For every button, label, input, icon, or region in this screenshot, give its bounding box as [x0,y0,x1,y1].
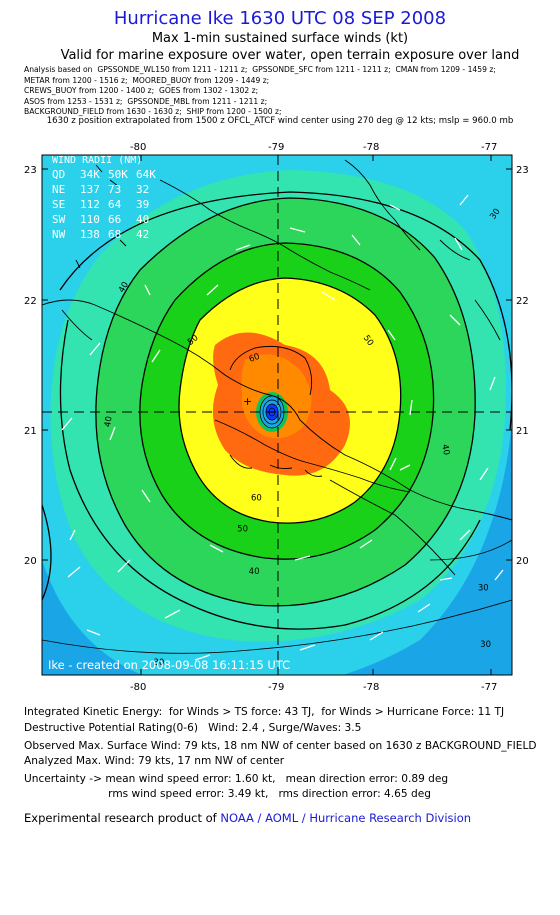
analysis-line: BACKGROUND_FIELD from 1630 - 1630 z; SHI… [24,107,282,116]
wind-radii-column-header: 50K [108,168,128,181]
contour-label-60: 60 [248,352,262,365]
analysis-line: ASOS from 1253 - 1531 z; GPSSONDE_MBL fr… [24,96,268,106]
analysis-line: CREWS_BUOY from 1200 - 1400 z; GOES from… [24,86,259,95]
uncertainty-mean: Uncertainty -> mean wind speed error: 1.… [24,773,449,785]
contour-label-40: 40 [117,280,131,294]
lat-tick-label: 22 [24,296,37,307]
observed-max-wind: Observed Max. Surface Wind: 79 kts, 18 n… [24,740,537,752]
lat-tick-label: 20 [516,556,529,567]
wind-radii-cell: NW [52,228,66,241]
center-crosshair [42,155,512,675]
tick-marks [42,155,512,675]
wind-radii-cell: SW [52,213,66,226]
wind-field-map: + [24,142,529,693]
contour-label-30: 30 [153,658,164,668]
wind-radii-cell: 138 [80,228,100,241]
wind-radii-table: WIND RADII (NM) QD 34K 50K 64K NE 137 73 32 SE 11… [52,155,156,241]
page-title: Hurricane Ike 1630 UTC 08 SEP 2008 [113,8,447,29]
contour-label-60: 60 [251,494,262,504]
dpr-line: Destructive Potential Rating(0-6) Wind: … [24,722,362,734]
lon-tick-label: -79 [268,142,284,153]
contour-label-40: 40 [103,415,115,427]
contour-label-30: 30 [478,584,489,594]
wind-radii-cell: 112 [80,198,100,211]
hrd-link[interactable]: NOAA / AOML / Hurricane Research Divisio… [220,811,472,825]
lon-tick-label: -78 [363,142,379,153]
wind-radii-column-header: 64K [136,168,156,181]
subtitle: Max 1-min sustained surface winds (kt) [151,31,409,46]
wind-radii-cell: NE [52,183,65,196]
wind-radii-column-header: QD [52,168,65,181]
wind-radii-cell: 42 [136,228,149,241]
lon-tick-label: -78 [363,682,379,693]
analysis-line: METAR from 1200 - 1516 z; MOORED_BUOY fr… [24,75,270,85]
contour-label-40: 40 [249,567,260,577]
product-credit: Experimental research product of NOAA / … [24,811,471,825]
position-line: 1630 z position extrapolated from 1500 z… [46,116,514,126]
analyzed-max-wind: Analyzed Max. Wind: 79 kts, 17 nm NW of … [24,755,285,767]
wind-radii-cell: SE [52,198,65,211]
wind-radii-cell: 73 [108,183,121,196]
lat-tick-label: 23 [24,165,37,176]
wind-arrows [61,194,504,661]
lat-tick-label: 21 [516,426,529,437]
wind-radii-cell: 40 [136,213,149,226]
ike-line: Integrated Kinetic Energy: for Winds > T… [24,706,505,718]
wind-radii-title: WIND RADII (NM) [52,155,142,166]
lat-tick-label: 21 [24,426,37,437]
contour-lines [42,191,512,630]
lon-tick-label: -79 [268,682,284,693]
lat-tick-label: 22 [516,296,529,307]
contour-label-40: 40 [439,444,451,456]
map-frame [41,154,513,676]
wind-radii-cell: 32 [136,183,149,196]
uncertainty-rms: rms wind speed error: 3.49 kt, rms direc… [24,788,431,800]
lon-tick-label: -80 [130,142,146,153]
lon-tick-label: -77 [481,682,497,693]
lon-tick-label: -77 [481,142,497,153]
wind-radii-cell: 110 [80,213,100,226]
product-prefix: Experimental research product of [24,811,221,825]
wind-radii-cell: 137 [80,183,100,196]
wind-radii-cell: 39 [136,198,149,211]
coastlines [42,159,512,576]
lat-tick-label: 23 [516,165,529,176]
creation-credit: Ike - created on 2008-09-08 16:11:15 UTC [48,658,290,672]
svg-text:+: + [243,395,252,408]
wind-radii-cell: 64 [108,198,122,211]
lat-tick-label: 20 [24,556,37,567]
lon-tick-label: -80 [130,682,146,693]
wind-radii-cell: 66 [108,213,121,226]
contour-label-30: 30 [480,640,491,650]
valid-for-note: Valid for marine exposure over water, op… [60,48,520,63]
wind-radii-cell: 68 [108,228,121,241]
analysis-line: Analysis based on GPSSONDE_WL150 from 12… [24,65,496,74]
wind-radii-column-header: 34K [80,168,100,181]
contour-label-50: 50 [237,525,248,535]
